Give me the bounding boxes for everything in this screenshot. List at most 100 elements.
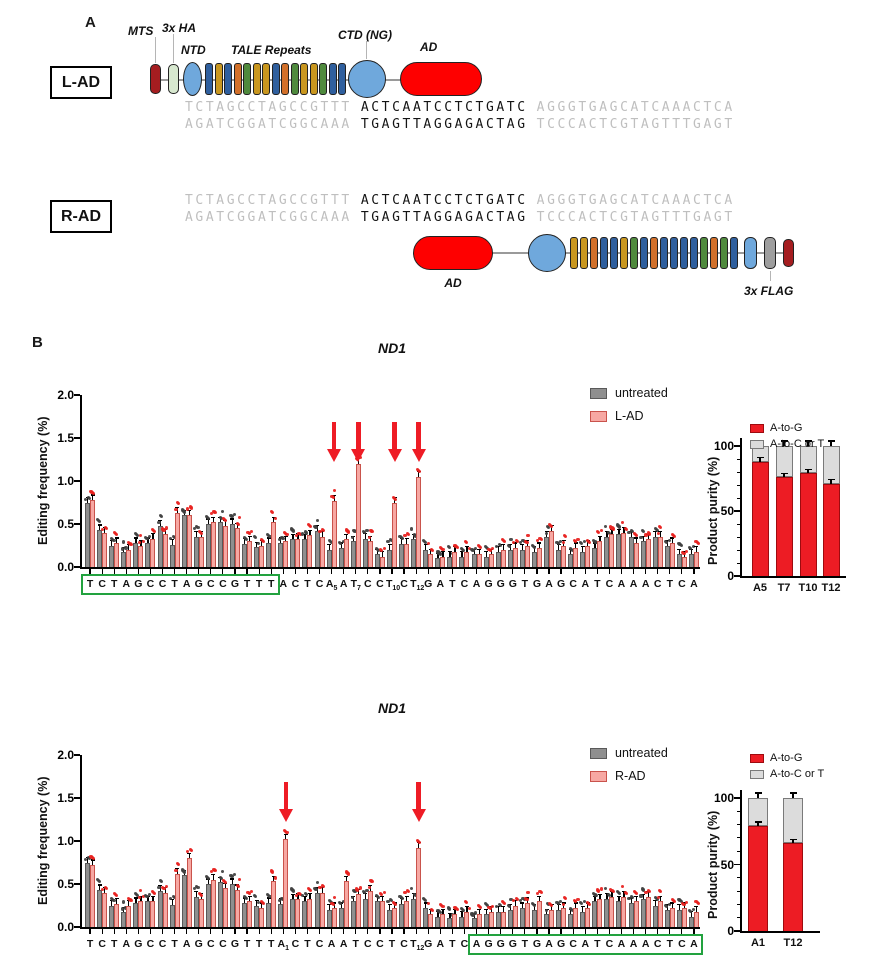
x-tick-mark — [596, 568, 598, 574]
x-axis-base-letter: T — [521, 938, 529, 950]
data-point-dot — [547, 901, 551, 905]
error-bar — [224, 883, 227, 889]
bar-untreated — [205, 524, 211, 567]
data-point-dot — [115, 532, 119, 537]
data-point-dot — [229, 874, 233, 878]
data-point-dot — [422, 538, 426, 542]
x-tick-mark — [584, 928, 586, 934]
x-tick-mark — [149, 568, 152, 574]
data-point-dot — [470, 912, 474, 916]
error-bar-cap — [344, 533, 349, 536]
error-bar-cap — [464, 545, 469, 548]
error-bar — [647, 891, 649, 897]
error-bar-cap — [670, 902, 675, 904]
x-axis-base-letter: T — [268, 938, 275, 950]
error-bar — [304, 534, 306, 540]
data-point-dot — [358, 886, 363, 890]
error-bar — [381, 896, 384, 902]
tale-repeat-unit-icon — [600, 237, 608, 269]
x-tick-mark — [536, 928, 538, 934]
error-bar — [437, 911, 439, 917]
data-point-dot — [200, 893, 204, 897]
error-bar — [292, 534, 294, 540]
data-point-dot — [375, 895, 380, 899]
error-bar-cap — [344, 875, 349, 877]
data-point-dot — [157, 885, 161, 890]
x-axis-base-letter: C — [400, 578, 408, 590]
error-bar — [695, 906, 698, 912]
error-bar — [430, 909, 432, 915]
x-tick-mark — [645, 568, 647, 574]
data-point-dot — [98, 520, 102, 524]
data-point-dot — [153, 892, 157, 896]
data-point-dot — [507, 543, 511, 547]
bar-untreated — [217, 522, 223, 567]
data-point-dot — [338, 541, 342, 545]
x-axis-base-letter: A — [617, 578, 626, 590]
x-axis-base-letter: C — [98, 938, 106, 950]
x-axis-base-letter: G — [194, 578, 203, 590]
data-point-dot — [141, 895, 145, 899]
y-minor-tick-mark — [736, 824, 740, 826]
error-bar — [618, 529, 620, 535]
x-tick-mark — [331, 928, 333, 934]
bar-treated — [669, 542, 675, 567]
x-tick-mark — [463, 568, 466, 574]
error-bar-cap — [756, 457, 764, 459]
error-bar-cap — [501, 905, 506, 908]
error-bar — [551, 904, 553, 910]
data-point-dot — [623, 526, 627, 530]
error-bar — [570, 549, 572, 555]
data-point-dot — [321, 527, 325, 532]
error-bar — [442, 551, 444, 557]
bar-untreated — [495, 911, 501, 927]
bar-treated — [222, 525, 228, 567]
y-tick-label: 0.0 — [57, 560, 74, 574]
rad-target-sequence-top-strand: TCTAGCCTAGCCGTTT ACTCAATCCTCTGATC AGGGTGAG… — [185, 193, 735, 209]
bar-untreated — [519, 549, 525, 567]
tale-repeat-unit-icon — [328, 63, 337, 95]
error-bar — [135, 897, 137, 903]
data-point-dot — [546, 902, 550, 906]
error-bar-cap — [404, 538, 409, 540]
error-bar — [606, 531, 608, 537]
tale-repeat-unit-icon — [281, 63, 289, 95]
error-bar — [485, 551, 487, 557]
x-tick-mark — [596, 928, 598, 934]
data-point-dot — [631, 529, 635, 534]
x-tick-mark — [512, 928, 514, 934]
bar-treated — [90, 499, 96, 567]
bar-treated — [500, 549, 506, 567]
data-point-dot — [526, 533, 530, 537]
bar-untreated — [242, 543, 248, 567]
data-point-dot — [233, 873, 237, 877]
data-point-dot — [171, 534, 175, 538]
data-point-dot — [653, 526, 657, 531]
x-tick-mark — [186, 928, 188, 934]
y-axis-title: Product purity (%) — [706, 456, 720, 566]
y-tick-label: 1.5 — [57, 791, 74, 805]
data-point-dot — [670, 532, 674, 537]
error-bar — [425, 544, 427, 550]
error-bar-cap — [459, 911, 464, 913]
data-point-dot — [86, 855, 90, 859]
bar-treated — [464, 911, 470, 927]
error-bar-cap — [133, 537, 138, 539]
panel-b-label: B — [32, 334, 43, 351]
error-bar — [188, 853, 190, 859]
error-bar-cap — [520, 902, 525, 904]
data-point-dot — [238, 878, 242, 882]
data-point-dot — [181, 868, 185, 872]
error-bar-cap — [665, 904, 670, 906]
bar-untreated — [604, 898, 610, 927]
bar-treated — [162, 892, 168, 927]
bar-treated — [355, 894, 361, 927]
data-point-dot — [365, 888, 369, 892]
x-tick-mark — [270, 568, 272, 574]
bar-untreated — [97, 890, 103, 927]
bar-untreated — [278, 542, 284, 567]
sequence-highlight-box — [81, 574, 281, 595]
error-bar-cap — [573, 542, 578, 544]
tale-repeat-unit-icon — [252, 63, 261, 95]
error-bar — [570, 909, 572, 915]
